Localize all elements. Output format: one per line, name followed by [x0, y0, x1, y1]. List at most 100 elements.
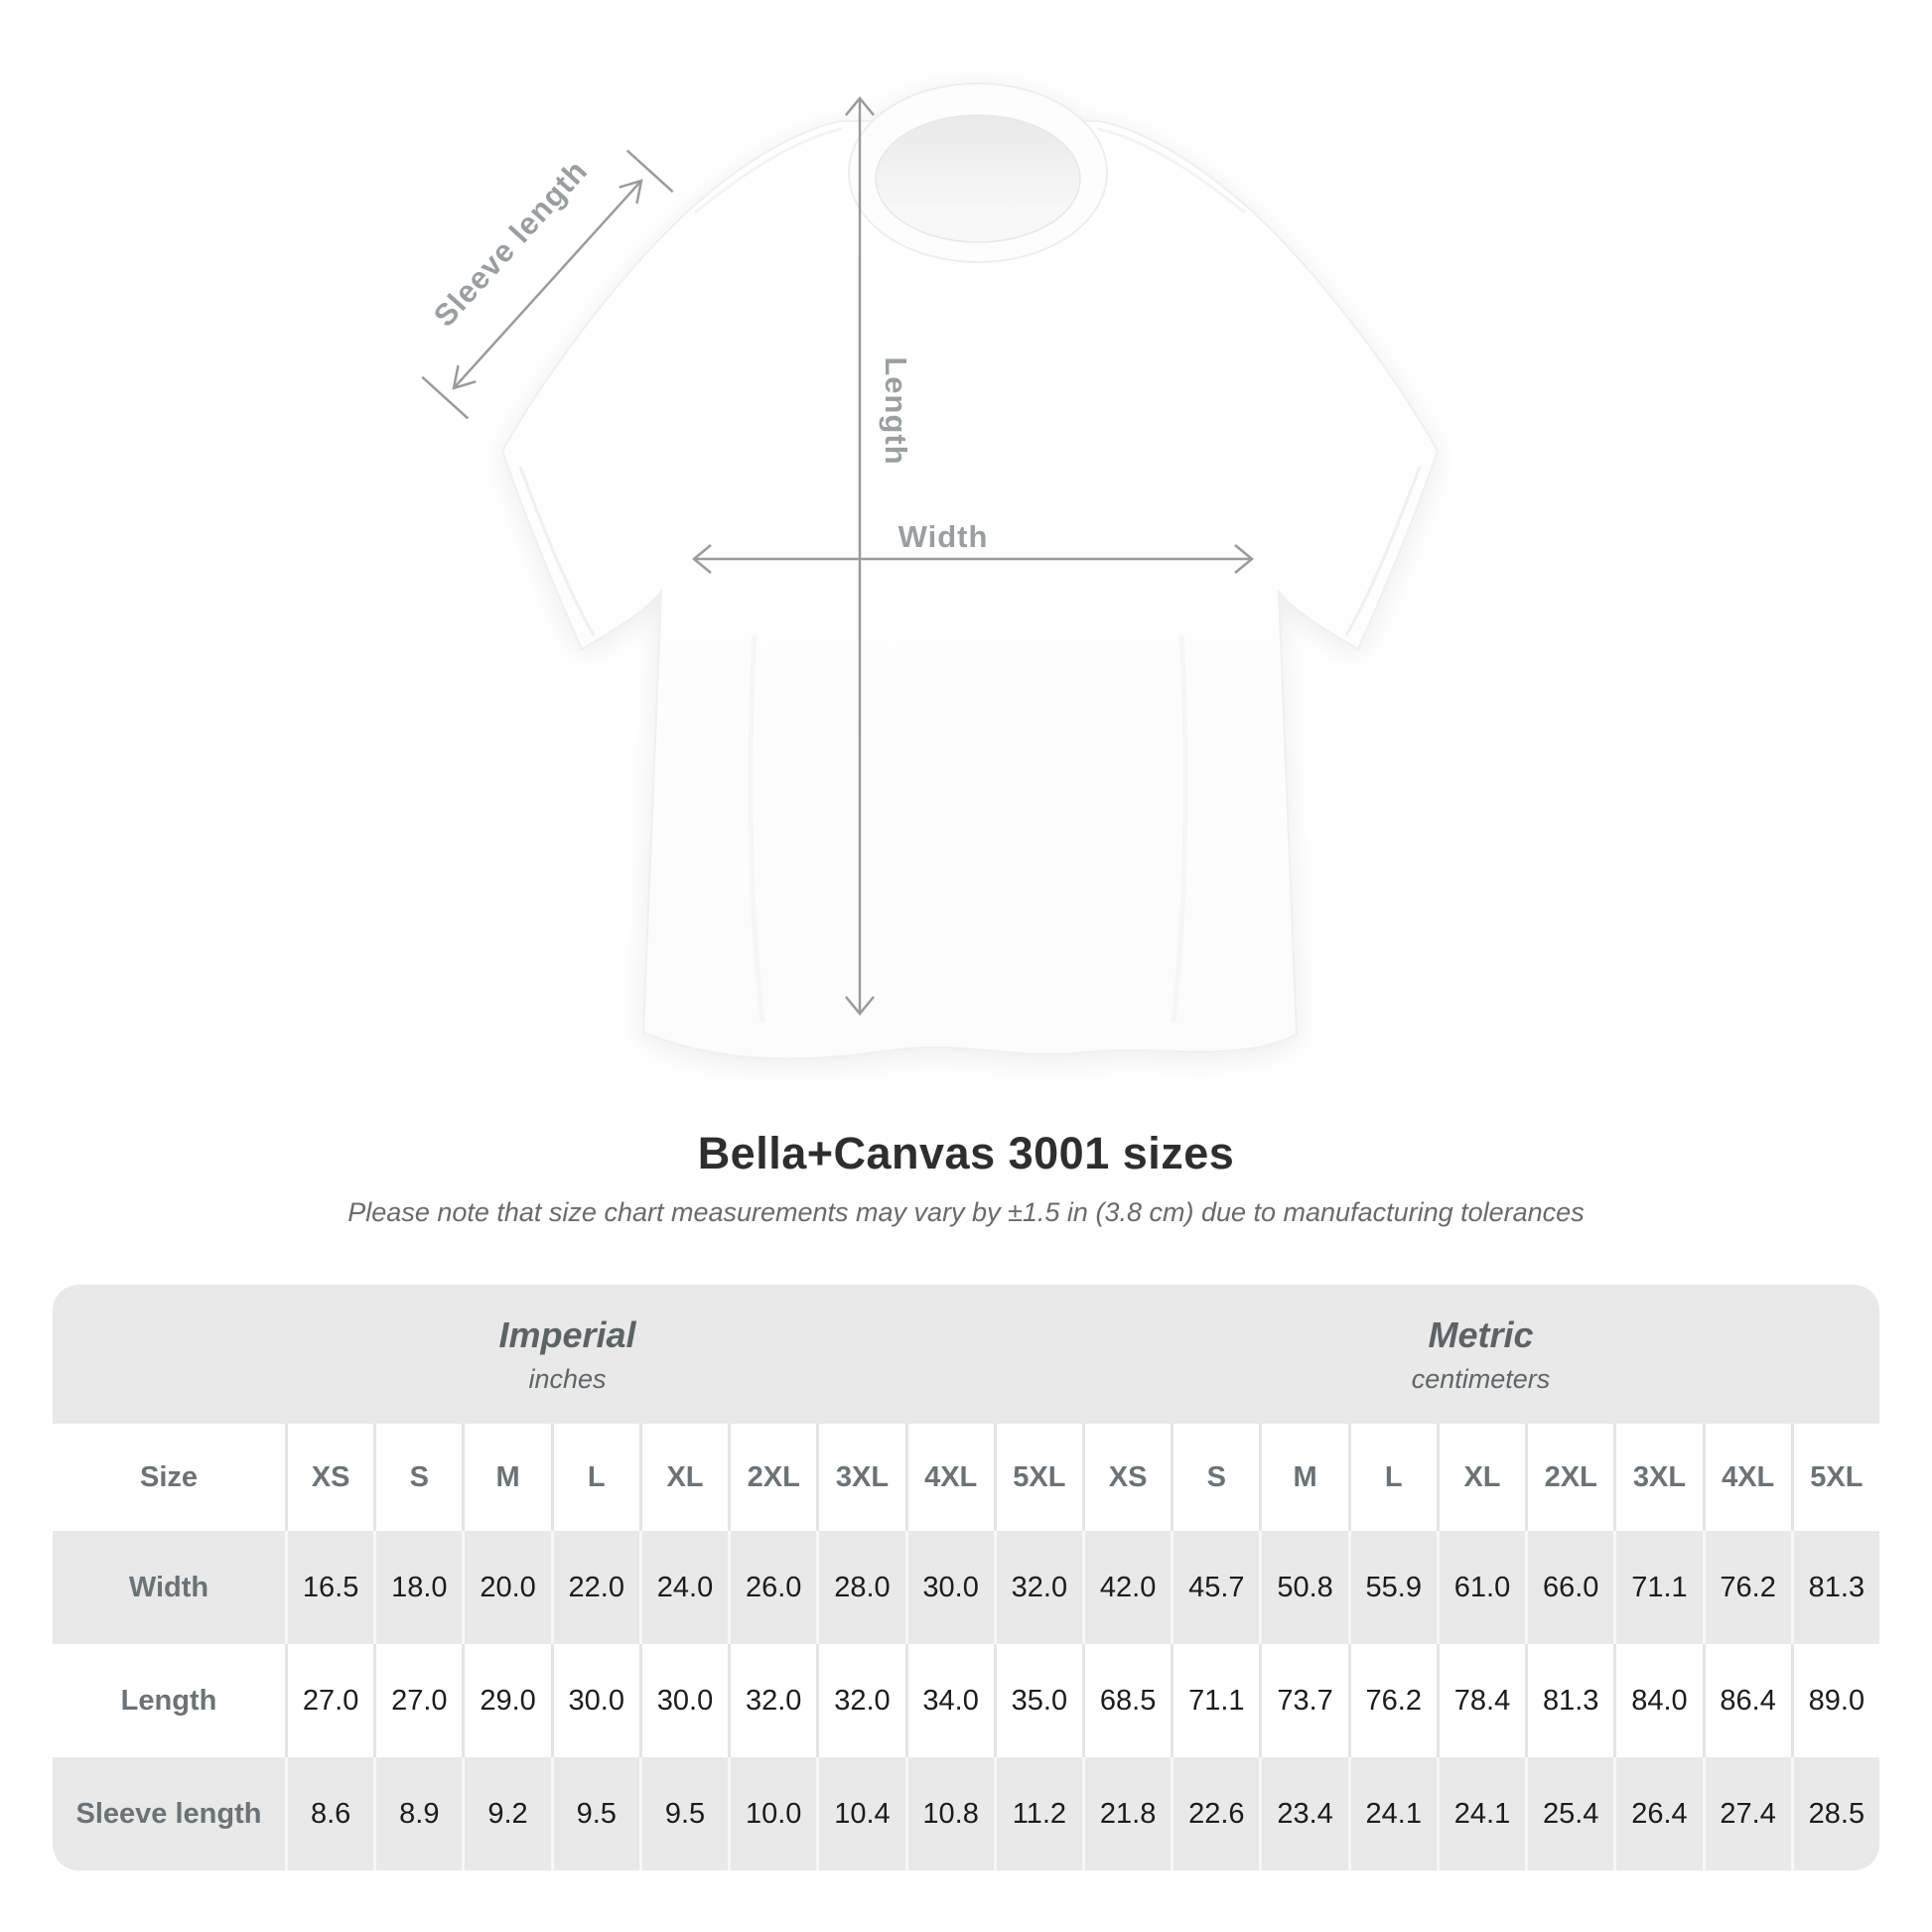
sleeve-length-measure-label: Sleeve length — [427, 153, 595, 333]
width-imperial-value: 20.0 — [462, 1531, 550, 1644]
width-imperial-value: 30.0 — [904, 1531, 994, 1644]
length-metric-value: 84.0 — [1613, 1644, 1702, 1757]
sleeve-imperial-value: 9.2 — [462, 1757, 550, 1870]
size-col-header: M — [462, 1424, 550, 1531]
length-arrow — [845, 96, 875, 1016]
size-col-header: L — [550, 1424, 639, 1531]
length-metric-value: 78.4 — [1436, 1644, 1525, 1757]
tshirt-measurement-diagram: Sleeve length Length Width — [421, 82, 1440, 1060]
sleeve-metric-value: 22.6 — [1171, 1757, 1259, 1870]
width-imperial-value: 18.0 — [373, 1531, 462, 1644]
width-metric-value: 76.2 — [1702, 1531, 1791, 1644]
row-label: Length — [120, 1684, 217, 1717]
length-imperial-value: 32.0 — [816, 1644, 904, 1757]
width-imperial-value: 24.0 — [638, 1531, 728, 1644]
length-measure-label: Length — [879, 356, 913, 465]
size-corner-label: Size — [139, 1460, 199, 1493]
page-title: Bella+Canvas 3001 sizes — [697, 1128, 1235, 1178]
size-table: Imperial inches Metric centimeters Size … — [53, 1285, 1879, 1870]
length-imperial-value: 30.0 — [550, 1644, 639, 1757]
sleeve-metric-value: 25.4 — [1525, 1757, 1613, 1870]
sleeve-metric-value: 26.4 — [1613, 1757, 1702, 1870]
width-metric-value: 42.0 — [1081, 1531, 1171, 1644]
width-metric-value: 61.0 — [1436, 1531, 1525, 1644]
sleeve-metric-value: 21.8 — [1081, 1757, 1171, 1870]
sleeve-metric-value: 24.1 — [1436, 1757, 1525, 1870]
length-imperial-value: 30.0 — [638, 1644, 728, 1757]
width-imperial-value: 16.5 — [285, 1531, 373, 1644]
length-metric-value: 68.5 — [1081, 1644, 1171, 1757]
length-metric-value: 89.0 — [1790, 1644, 1879, 1757]
size-col-header: 3XL — [1613, 1424, 1702, 1531]
size-col-header: 2XL — [1525, 1424, 1613, 1531]
sleeve-imperial-value: 10.0 — [728, 1757, 816, 1870]
width-measure-label: Width — [898, 519, 989, 554]
table-row-sleeve-length: Sleeve length 8.6 8.9 9.2 9.5 9.5 10.0 1… — [53, 1757, 1879, 1870]
size-col-header: S — [1171, 1424, 1259, 1531]
size-col-header: 5XL — [1790, 1424, 1879, 1531]
size-header-row: Size XS S M L XL 2XL 3XL 4XL 5XL XS S M … — [53, 1424, 1879, 1531]
size-col-header: S — [373, 1424, 462, 1531]
length-imperial-value: 27.0 — [373, 1644, 462, 1757]
width-imperial-value: 22.0 — [550, 1531, 639, 1644]
size-col-header: XL — [638, 1424, 728, 1531]
table-row-length: Length 27.0 27.0 29.0 30.0 30.0 32.0 32.… — [53, 1644, 1879, 1757]
length-imperial-value: 32.0 — [728, 1644, 816, 1757]
table-row-width: Width 16.5 18.0 20.0 22.0 24.0 26.0 28.0… — [53, 1531, 1879, 1644]
metric-group-unit: centimeters — [1411, 1363, 1551, 1394]
size-col-header: L — [1347, 1424, 1437, 1531]
size-col-header: 2XL — [728, 1424, 816, 1531]
size-col-header: 3XL — [816, 1424, 904, 1531]
length-imperial-value: 27.0 — [285, 1644, 373, 1757]
tshirt-illustration — [500, 82, 1440, 1060]
length-imperial-value: 29.0 — [462, 1644, 550, 1757]
sleeve-length-arrow — [421, 149, 674, 420]
width-imperial-value: 28.0 — [816, 1531, 904, 1644]
size-col-header: 5XL — [993, 1424, 1082, 1531]
size-col-header: 4XL — [904, 1424, 994, 1531]
sleeve-imperial-value: 9.5 — [638, 1757, 728, 1870]
sleeve-imperial-value: 8.9 — [373, 1757, 462, 1870]
size-col-header: XS — [1081, 1424, 1171, 1531]
width-arrow — [692, 544, 1254, 574]
width-imperial-value: 32.0 — [993, 1531, 1082, 1644]
metric-group-name: Metric — [1428, 1313, 1534, 1355]
imperial-group-unit: inches — [528, 1363, 607, 1394]
sleeve-metric-value: 28.5 — [1790, 1757, 1879, 1870]
length-metric-value: 81.3 — [1525, 1644, 1613, 1757]
sleeve-imperial-value: 11.2 — [993, 1757, 1082, 1870]
size-col-header: XL — [1436, 1424, 1525, 1531]
metric-group-header: Metric centimeters — [1082, 1285, 1879, 1424]
length-imperial-value: 35.0 — [993, 1644, 1082, 1757]
sleeve-imperial-value: 10.4 — [816, 1757, 904, 1870]
sleeve-metric-value: 24.1 — [1347, 1757, 1437, 1870]
left-cuff-seam — [518, 466, 596, 636]
sleeve-imperial-value: 9.5 — [550, 1757, 639, 1870]
imperial-group-header: Imperial inches — [53, 1285, 1082, 1424]
width-imperial-value: 26.0 — [728, 1531, 816, 1644]
imperial-group-name: Imperial — [498, 1313, 636, 1355]
size-col-header: M — [1259, 1424, 1347, 1531]
length-metric-value: 76.2 — [1347, 1644, 1437, 1757]
width-metric-value: 66.0 — [1525, 1531, 1613, 1644]
page-subtitle: Please note that size chart measurements… — [347, 1197, 1585, 1227]
length-metric-value: 73.7 — [1259, 1644, 1347, 1757]
row-label: Sleeve length — [75, 1797, 262, 1830]
sleeve-imperial-value: 8.6 — [285, 1757, 373, 1870]
width-metric-value: 55.9 — [1347, 1531, 1437, 1644]
title-block: Bella+Canvas 3001 sizes Please note that… — [0, 1128, 1932, 1228]
size-col-header: 4XL — [1702, 1424, 1791, 1531]
sleeve-metric-value: 27.4 — [1702, 1757, 1791, 1870]
right-cuff-seam — [1344, 466, 1422, 636]
width-metric-value: 50.8 — [1259, 1531, 1347, 1644]
row-label: Width — [128, 1571, 209, 1603]
sleeve-imperial-value: 10.8 — [904, 1757, 994, 1870]
length-metric-value: 71.1 — [1171, 1644, 1259, 1757]
sleeve-metric-value: 23.4 — [1259, 1757, 1347, 1870]
size-col-header: XS — [285, 1424, 373, 1531]
width-metric-value: 71.1 — [1613, 1531, 1702, 1644]
width-metric-value: 81.3 — [1790, 1531, 1879, 1644]
collar — [848, 82, 1108, 263]
length-imperial-value: 34.0 — [904, 1644, 994, 1757]
unit-group-header-row: Imperial inches Metric centimeters — [53, 1285, 1879, 1424]
